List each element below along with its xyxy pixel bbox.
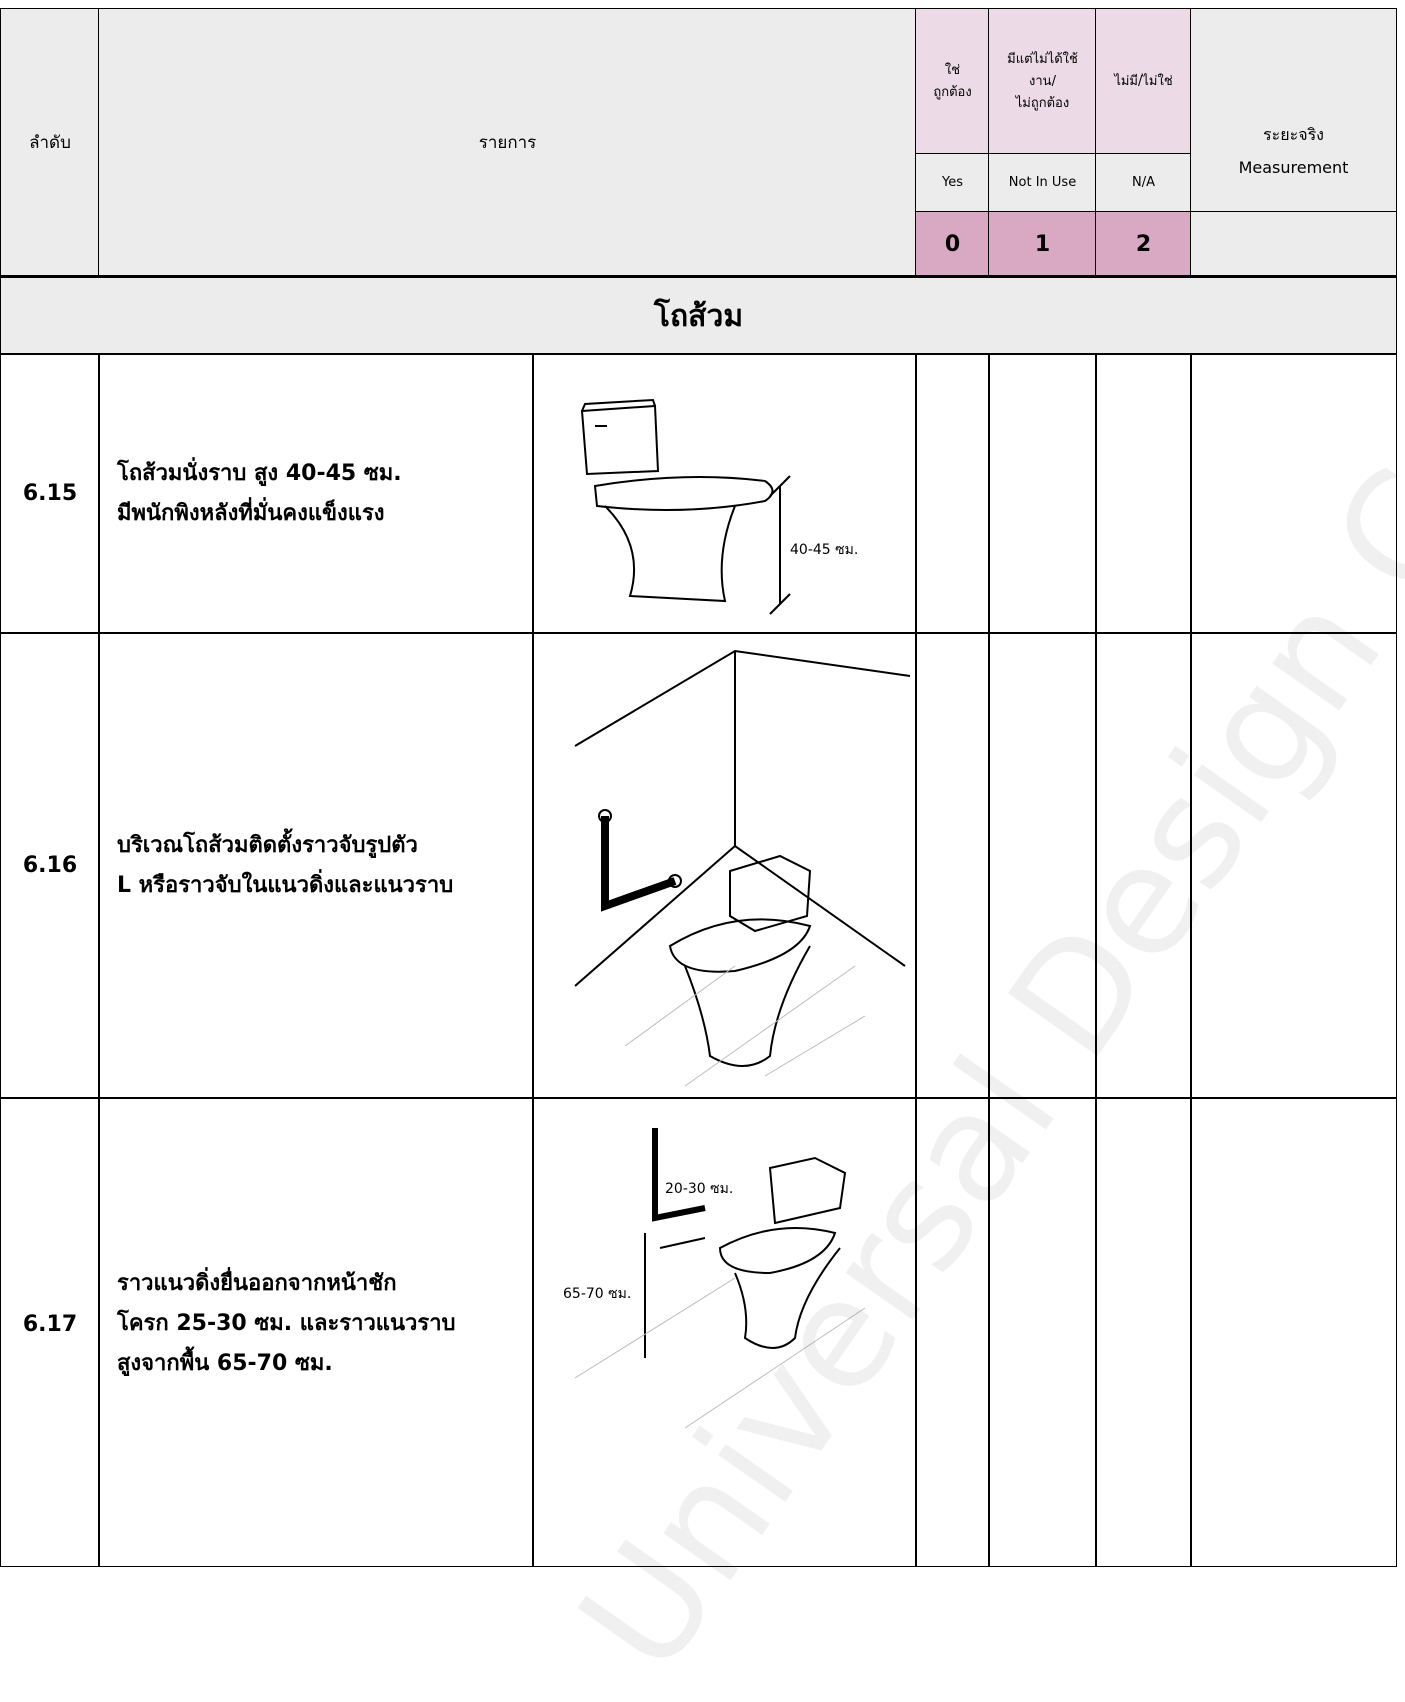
grab-bar-dimension-figure: 20-30 ซม. 65-70 ซม. <box>563 1128 865 1429</box>
bowl <box>683 944 811 1067</box>
room <box>573 649 910 987</box>
header-no: ลำดับ <box>0 8 100 277</box>
row-no-text: 6.16 <box>22 853 78 878</box>
figure-cell: 40-45 ซม. <box>532 353 917 634</box>
col-thai-line: ไม่มี/ไม่ใช่ <box>1114 73 1173 89</box>
desc-line: โถส้วมนั่งราบ สูง 40-45 ซม. <box>117 460 402 486</box>
seat <box>593 476 773 511</box>
desc-line: L หรือราวจับในแนวดิ่งและแนวราบ <box>117 872 454 898</box>
col-thai-line: งาน/ <box>1029 73 1056 89</box>
row-no-text: 6.17 <box>22 1311 78 1337</box>
row-no: 6.15 <box>0 353 100 634</box>
tank <box>580 398 659 476</box>
col-score-text: 0 <box>944 231 961 257</box>
figure-cell: 20-30 ซม. 65-70 ซม. <box>532 1097 917 1567</box>
cell <box>1095 1097 1192 1567</box>
col-measurement: ระยะจริง Measurement <box>1190 8 1397 213</box>
tank <box>728 854 811 932</box>
col-score: 0 <box>915 211 990 277</box>
page: ลำดับ รายการ ใช่ถูกต้อง Yes 0 มีแต่ไม่ได… <box>0 8 1405 1702</box>
row-desc: ราวแนวดิ่งยื่นออกจากหน้าชักโครก 25-30 ซม… <box>98 1097 534 1567</box>
bar <box>651 1128 706 1222</box>
bar <box>600 815 676 912</box>
col-thai: ไม่มี/ไม่ใช่ <box>1095 8 1192 155</box>
toilet-figure: 40-45 ซม. <box>580 398 858 615</box>
col-score: 1 <box>988 211 1097 277</box>
floor <box>624 965 865 1086</box>
col-thai-line: ไม่ถูกต้อง <box>1015 95 1070 111</box>
figure-label: 40-45 ซม. <box>790 542 858 558</box>
col-score-text: 2 <box>1135 231 1152 257</box>
col-score-text: 1 <box>1034 231 1051 257</box>
col-thai: ใช่ถูกต้อง <box>915 8 990 155</box>
figure-cell <box>532 632 917 1099</box>
cell <box>1190 632 1397 1099</box>
row-no: 6.17 <box>0 1097 100 1567</box>
col-thai-line: ถูกต้อง <box>933 84 972 100</box>
figure-label: 65-70 ซม. <box>563 1286 631 1302</box>
col-english-text: Yes <box>942 175 963 190</box>
grab-bar-figure <box>573 649 910 1086</box>
cell <box>1095 353 1192 634</box>
col-english: Yes <box>915 153 990 213</box>
dim-tick <box>768 593 791 615</box>
desc-line: บริเวณโถส้วมติดตั้งราวจับรูปตัว <box>117 832 418 858</box>
row-desc: โถส้วมนั่งราบ สูง 40-45 ซม. มีพนักพิงหลัง… <box>98 353 534 634</box>
dim-line <box>659 1237 705 1249</box>
dim-tick <box>768 475 791 497</box>
floor <box>574 1277 865 1429</box>
desc-line: สูงจากพื้น 65-70 ซม. <box>117 1351 333 1376</box>
cell <box>915 353 990 634</box>
cell <box>1190 353 1397 634</box>
cell <box>1190 1097 1397 1567</box>
section-text: โถส้วม <box>653 298 744 334</box>
col-english-text: N/A <box>1132 175 1155 190</box>
col-score: 2 <box>1095 211 1192 277</box>
tank <box>768 1156 846 1225</box>
cell <box>915 632 990 1099</box>
bar-mount <box>667 873 682 888</box>
seat <box>718 1227 836 1275</box>
col-english: N/A <box>1095 153 1192 213</box>
header-item-text: รายการ <box>478 133 537 153</box>
cell <box>988 1097 1097 1567</box>
cell <box>988 353 1097 634</box>
seat <box>668 917 811 973</box>
col-english-text: Not In Use <box>1008 175 1077 190</box>
row-no: 6.16 <box>0 632 100 1099</box>
section: โถส้วม <box>0 275 1397 355</box>
header-no-text: ลำดับ <box>29 133 71 153</box>
row-desc: บริเวณโถส้วมติดตั้งราวจับรูปตัว L หรือราว… <box>98 632 534 1099</box>
cell <box>988 632 1097 1099</box>
col-english: Not In Use <box>988 153 1097 213</box>
bowl <box>733 1247 841 1349</box>
cell <box>1190 211 1397 277</box>
row-no-text: 6.15 <box>22 481 78 506</box>
desc-line: โครก 25-30 ซม. และราวแนวราบ <box>117 1311 456 1336</box>
cell <box>915 1097 990 1567</box>
col-thai-line: ใช่ <box>944 62 961 78</box>
figure-label: 20-30 ซม. <box>665 1181 733 1197</box>
header-item: รายการ <box>98 8 917 277</box>
cell <box>1095 632 1192 1099</box>
col-thai: มีแต่ไม่ได้ใช้งาน/ไม่ถูกต้อง <box>988 8 1097 155</box>
bar-mount <box>597 808 612 823</box>
desc-line: ราวแนวดิ่งยื่นออกจากหน้าชัก <box>117 1271 397 1296</box>
col-thai-line: มีแต่ไม่ได้ใช้ <box>1007 51 1078 67</box>
col-thai-line: ระยะจริง <box>1263 124 1324 144</box>
bowl <box>603 505 736 603</box>
col-english-text: Measurement <box>1238 157 1349 177</box>
desc-line: มีพนักพิงหลังที่มั่นคงแข็งแรง <box>117 500 385 526</box>
